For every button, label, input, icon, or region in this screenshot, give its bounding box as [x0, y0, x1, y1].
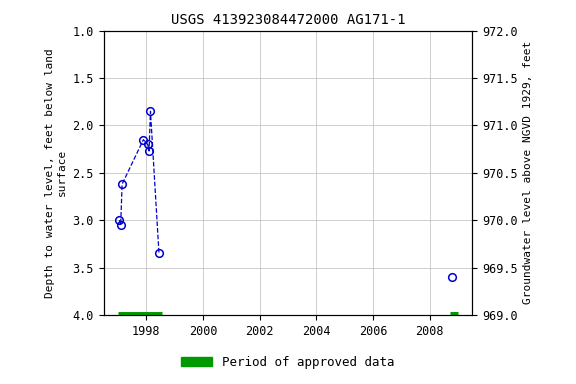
- Y-axis label: Groundwater level above NGVD 1929, feet: Groundwater level above NGVD 1929, feet: [523, 41, 533, 305]
- Y-axis label: Depth to water level, feet below land
surface: Depth to water level, feet below land su…: [46, 48, 67, 298]
- Title: USGS 413923084472000 AG171-1: USGS 413923084472000 AG171-1: [170, 13, 406, 27]
- Legend: Period of approved data: Period of approved data: [176, 351, 400, 374]
